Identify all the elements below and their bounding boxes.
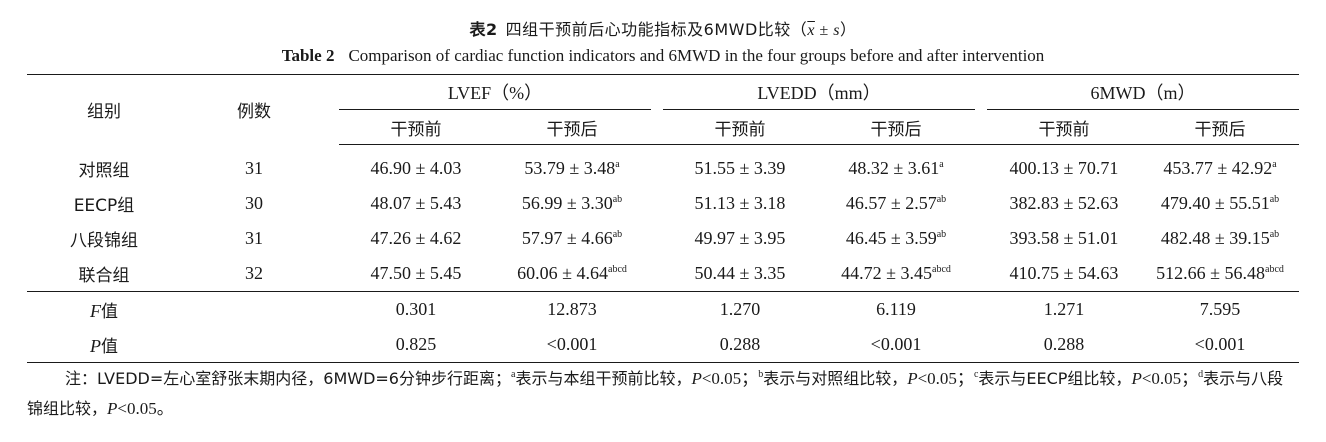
header-lvef-before: 干预前 [339, 109, 493, 145]
stat-value: 0.301 [339, 291, 493, 327]
table-title-en-text: Comparison of cardiac function indicator… [348, 46, 1045, 65]
row-group: 对照组 [78, 160, 130, 181]
header-group: 组别 [87, 102, 121, 123]
table-title-en: Table 2 Comparison of cardiac function in… [0, 46, 1326, 66]
cell-6mwd-after: 482.48 ± 39.15ab [1160, 228, 1280, 248]
stat-value: <0.001 [870, 334, 922, 354]
cell-lvef-after: 57.97 ± 4.66ab [521, 228, 623, 248]
cell-lvedd-after: 48.32 ± 3.61a [848, 158, 944, 178]
stat-value: 7.595 [1141, 291, 1299, 327]
stat-value: 1.271 [987, 291, 1141, 327]
pm-symbol: ± [814, 22, 834, 39]
cell-lvedd-before: 51.55 ± 3.39 [694, 158, 786, 178]
stat-value: <0.001 [1194, 334, 1246, 354]
stat-value: 0.288 [1043, 334, 1085, 354]
table-row: 对照组 31 46.90 ± 4.03 53.79 ± 3.48a 51.55 … [27, 145, 1299, 187]
cell-6mwd-after: 479.40 ± 55.51ab [1160, 193, 1280, 213]
cell-lvef-after: 60.06 ± 4.64abcd [517, 263, 627, 283]
stat-value: 12.873 [493, 291, 651, 327]
table-label-cn: 表2 [469, 20, 498, 39]
cell-lvedd-after: 44.72 ± 3.45abcd [841, 263, 951, 283]
header-lvedd-after: 干预后 [817, 109, 975, 145]
stat-row-f: F值 0.301 12.873 1.270 6.119 1.271 7.595 [27, 291, 1299, 327]
data-table: 组别 例数 LVEF（%） LVEDD（mm） 6MWD（m） 干预前 干预后 … [27, 74, 1299, 363]
table-row: 联合组 32 47.50 ± 5.45 60.06 ± 4.64abcd 50.… [27, 256, 1299, 292]
stat-value: 1.270 [663, 291, 817, 327]
header-lvedd: LVEDD（mm） [663, 74, 975, 110]
table-row: EECP组 30 48.07 ± 5.43 56.99 ± 3.30ab 51.… [27, 186, 1299, 221]
cell-lvedd-after: 46.57 ± 2.57ab [845, 193, 947, 213]
cell-6mwd-after: 453.77 ± 42.92a [1163, 158, 1277, 178]
title-close: ） [839, 20, 857, 39]
row-n: 31 [245, 228, 263, 248]
cell-6mwd-after: 512.66 ± 56.48abcd [1156, 263, 1284, 283]
cell-lvef-before: 47.50 ± 5.45 [370, 263, 462, 283]
header-6mwd: 6MWD（m） [987, 74, 1299, 110]
cell-lvef-before: 47.26 ± 4.62 [370, 228, 462, 248]
table-footnote: 注：LVEDD=左心室舒张末期内径，6MWD=6分钟步行距离；a表示与本组干预前… [27, 369, 1284, 418]
row-n: 30 [245, 193, 263, 213]
table-title-cn-text: 四组干预前后心功能指标及6MWD比较（ [505, 20, 808, 39]
header-lvef-after: 干预后 [493, 109, 651, 145]
stat-value: 6.119 [817, 291, 975, 327]
stat-value: 0.825 [395, 334, 437, 354]
stat-value: <0.001 [546, 334, 598, 354]
cell-lvedd-before: 51.13 ± 3.18 [694, 193, 786, 213]
cell-lvedd-before: 50.44 ± 3.35 [694, 263, 786, 283]
row-group: 八段锦组 [70, 231, 138, 251]
cell-lvef-before: 48.07 ± 5.43 [370, 193, 462, 213]
header-lvedd-before: 干预前 [663, 109, 817, 145]
cell-lvef-before: 46.90 ± 4.03 [370, 158, 462, 178]
stat-row-p: P值 0.825 <0.001 0.288 <0.001 0.288 <0.00… [27, 327, 1299, 363]
header-cases: 例数 [237, 102, 271, 123]
row-group: 联合组 [78, 266, 130, 286]
sd-symbol: s [833, 22, 840, 39]
cell-lvef-after: 56.99 ± 3.30ab [521, 193, 623, 213]
cell-6mwd-before: 400.13 ± 70.71 [1009, 158, 1119, 178]
table-title-cn: 表2 四组干预前后心功能指标及6MWD比较（x ± s） [0, 16, 1326, 40]
table-row: 八段锦组 31 47.26 ± 4.62 57.97 ± 4.66ab 49.9… [27, 221, 1299, 256]
header-6mwd-before: 干预前 [987, 109, 1141, 145]
mean-symbol: x [807, 22, 815, 39]
cell-6mwd-before: 410.75 ± 54.63 [1009, 263, 1119, 283]
stat-value: 0.288 [719, 334, 761, 354]
header-6mwd-after: 干预后 [1141, 109, 1299, 145]
cell-lvedd-before: 49.97 ± 3.95 [694, 228, 786, 248]
table-label-en: Table 2 [281, 46, 335, 65]
row-group: EECP组 [73, 196, 135, 216]
cell-lvedd-after: 46.45 ± 3.59ab [845, 228, 947, 248]
cell-lvef-after: 53.79 ± 3.48a [524, 158, 620, 178]
cell-6mwd-before: 393.58 ± 51.01 [1009, 228, 1119, 248]
cell-6mwd-before: 382.83 ± 52.63 [1009, 193, 1119, 213]
stat-label: P值 [90, 336, 118, 357]
header-lvef: LVEF（%） [339, 74, 651, 110]
row-n: 31 [245, 157, 263, 178]
row-n: 32 [245, 263, 263, 283]
stat-label: F值 [27, 291, 181, 327]
